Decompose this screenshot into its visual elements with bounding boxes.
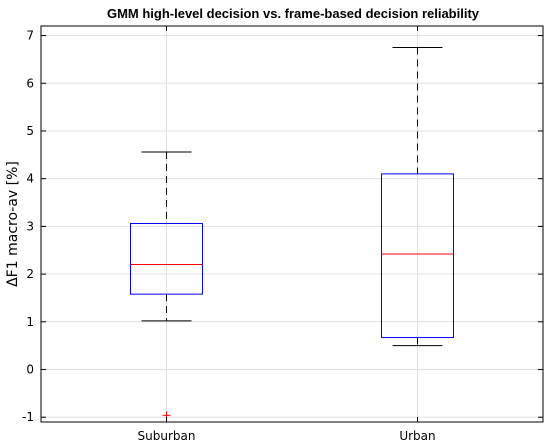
y-tick-label: 4	[26, 172, 34, 186]
y-tick-label: 3	[26, 219, 34, 233]
plot-frame	[40, 25, 544, 423]
y-tick-label: -1	[22, 410, 34, 424]
box-urban	[381, 46, 454, 347]
boxes	[130, 46, 454, 420]
box-suburban	[130, 151, 203, 420]
x-tick-label: Suburban	[138, 429, 196, 443]
y-tick-label: 2	[26, 267, 34, 281]
grid	[41, 26, 543, 422]
y-tick-label: 7	[26, 29, 34, 43]
y-tick-label: 6	[26, 76, 34, 90]
y-ticks: -1 0 1 2 3 4 5 6 7	[22, 29, 543, 424]
x-tick-label: Urban	[399, 429, 435, 443]
y-axis-label: ΔF1 macro-av [%]	[5, 161, 21, 287]
y-tick-label: 1	[26, 315, 34, 329]
chart-title: GMM high-level decision vs. frame-based …	[107, 6, 480, 21]
box-iqr	[381, 173, 454, 339]
box-iqr	[130, 223, 203, 295]
y-tick-label: 0	[26, 363, 34, 377]
y-tick-label: 5	[26, 124, 34, 138]
x-ticks: Suburban Urban	[138, 26, 436, 443]
